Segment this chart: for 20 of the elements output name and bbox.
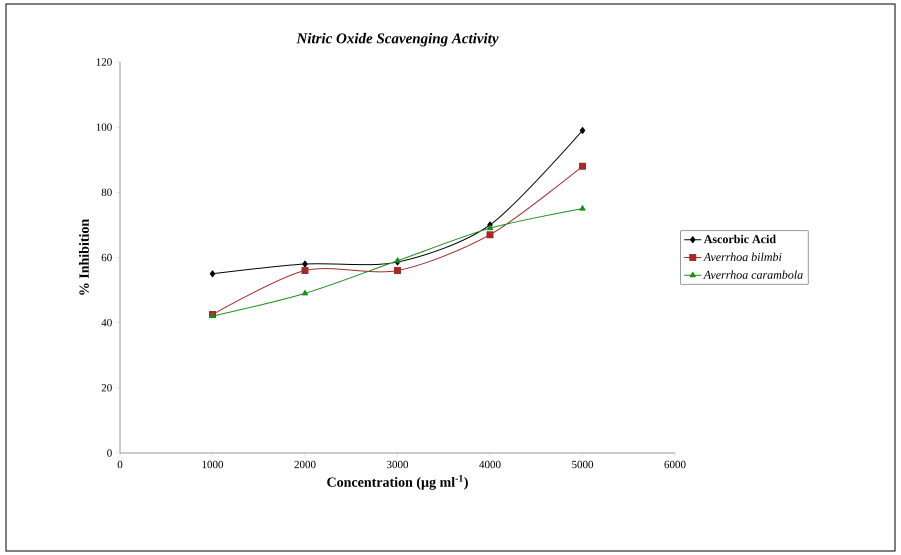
x-tick-label: 3000 bbox=[387, 460, 408, 468]
y-tick-label: 60 bbox=[102, 254, 112, 262]
x-tick-label: 0 bbox=[118, 460, 122, 468]
x-tick-label: 6000 bbox=[664, 460, 686, 468]
y-tick-label: 100 bbox=[96, 123, 112, 131]
y-tick-label: 80 bbox=[102, 188, 112, 196]
legend-label: Ascorbic Acid bbox=[704, 234, 776, 244]
y-tick-label: 0 bbox=[107, 449, 112, 457]
x-axis-title: Concentration (µg ml$^{-1}$) bbox=[327, 475, 468, 490]
chart-title: Nitric Oxide Scavenging Activity bbox=[296, 32, 499, 46]
x-tick-label: 4000 bbox=[479, 460, 501, 468]
y-tick-label: 40 bbox=[101, 318, 112, 326]
y-tick-label: 120 bbox=[96, 58, 112, 66]
legend-label: Averrhoa bilmbi bbox=[703, 252, 782, 262]
x-tick-label: 2000 bbox=[294, 460, 316, 468]
legend-label: Averrhoa carambola bbox=[703, 270, 803, 279]
y-tick-label: 20 bbox=[102, 384, 112, 392]
x-tick-label: 5000 bbox=[572, 460, 594, 468]
y-axis-title: % Inhibition bbox=[78, 219, 89, 295]
x-tick-label: 1000 bbox=[202, 460, 224, 468]
